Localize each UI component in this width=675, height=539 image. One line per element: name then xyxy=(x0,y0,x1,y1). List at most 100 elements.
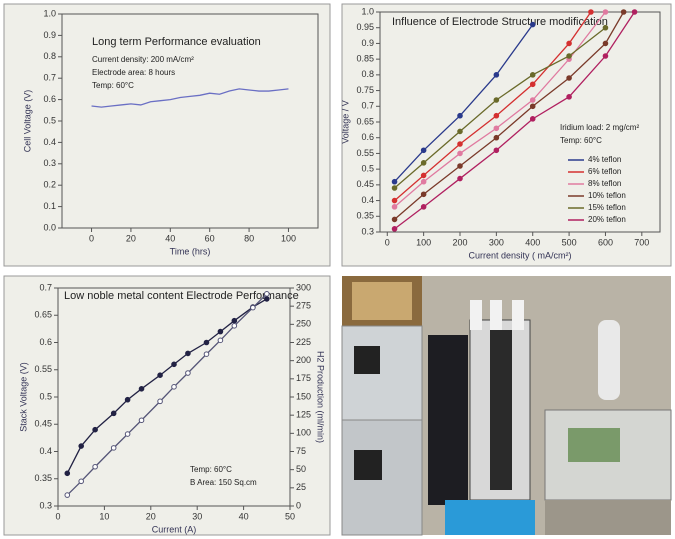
data-point xyxy=(602,9,609,15)
series-line xyxy=(394,11,625,220)
annotation: B Area: 150 Sq.cm xyxy=(190,478,257,487)
data-point xyxy=(529,116,536,122)
y-tick-label: 0.4 xyxy=(39,446,52,456)
x-tick-label: 80 xyxy=(244,233,254,243)
data-point xyxy=(457,141,463,147)
y-tick-label: 0.6 xyxy=(39,337,52,347)
display xyxy=(354,346,380,374)
title: Long term Performance evaluation xyxy=(92,36,261,48)
y-tick-label: 0.4 xyxy=(43,137,56,147)
x-tick-label: 200 xyxy=(452,237,467,247)
data-point xyxy=(64,470,71,477)
data-point xyxy=(457,128,463,135)
y-tick-label: 0.7 xyxy=(43,73,56,83)
y2-tick-label: 50 xyxy=(296,464,306,474)
data-point xyxy=(602,24,609,31)
annotation: Iridium load: 2 mg/cm² xyxy=(560,123,639,132)
x-tick-label: 50 xyxy=(285,511,295,521)
data-point xyxy=(391,216,398,223)
x-tick-label: 100 xyxy=(281,233,296,243)
data-point xyxy=(124,431,131,437)
data-point xyxy=(529,97,536,103)
x-tick-label: 20 xyxy=(146,511,156,521)
y-tick-label: 0.8 xyxy=(43,51,56,61)
annotation: Electrode area: 8 hours xyxy=(92,68,175,77)
y-axis-label: Voltage / V xyxy=(340,100,350,144)
x-tick-label: 400 xyxy=(525,237,540,247)
y2-tick-label: 225 xyxy=(296,337,311,347)
series-line xyxy=(394,11,636,230)
display xyxy=(354,450,382,480)
legend-label: 4% teflon xyxy=(588,155,621,164)
data-point xyxy=(566,53,572,59)
data-point xyxy=(78,478,84,485)
data-point xyxy=(457,150,463,157)
data-point xyxy=(457,175,463,182)
x-tick-label: 500 xyxy=(562,237,577,247)
legend-label: 15% teflon xyxy=(588,203,626,212)
y-tick-label: 0.3 xyxy=(361,226,374,236)
y-tick-label: 0.45 xyxy=(356,179,374,189)
panel xyxy=(3,3,331,267)
y2-tick-label: 0 xyxy=(296,500,301,510)
data-point xyxy=(420,204,427,210)
legend-label: 20% teflon xyxy=(588,215,626,224)
data-point xyxy=(391,197,398,204)
y2-tick-label: 25 xyxy=(296,482,306,492)
y-tick-label: 0.9 xyxy=(361,38,374,48)
data-point xyxy=(631,9,638,15)
y2-tick-label: 100 xyxy=(296,428,311,438)
y2-tick-label: 250 xyxy=(296,319,311,329)
y-tick-label: 0.6 xyxy=(43,94,56,104)
data-point xyxy=(171,384,177,390)
annotation: Temp: 60°C xyxy=(190,465,232,474)
y2-tick-label: 300 xyxy=(296,282,311,292)
x-tick-label: 0 xyxy=(55,511,60,521)
data-point xyxy=(602,40,609,47)
data-point xyxy=(203,339,210,346)
data-point xyxy=(420,172,427,179)
x-tick-label: 0 xyxy=(89,233,94,243)
data-point xyxy=(529,21,536,28)
data-point xyxy=(493,72,500,78)
meter-screen xyxy=(568,428,620,462)
data-point xyxy=(566,40,572,47)
data-point xyxy=(110,410,117,417)
data-point xyxy=(231,322,238,329)
y2-tick-label: 75 xyxy=(296,446,306,456)
y-tick-label: 0.85 xyxy=(356,54,374,64)
y2-tick-label: 275 xyxy=(296,301,311,311)
data-point xyxy=(391,226,398,232)
electrolyser-plate xyxy=(490,330,512,490)
y-tick-label: 0.95 xyxy=(356,22,374,32)
data-point xyxy=(92,426,98,433)
x-tick-label: 700 xyxy=(634,237,649,247)
panel xyxy=(341,3,672,267)
annotation: Temp: 60°C xyxy=(560,136,602,145)
panel xyxy=(3,275,331,536)
y-axis-label: Cell Voltage (V) xyxy=(22,90,32,153)
bottle xyxy=(490,300,502,330)
legend-label: 6% teflon xyxy=(588,167,621,176)
data-point xyxy=(203,351,210,357)
data-point xyxy=(138,417,145,424)
data-point xyxy=(138,386,145,392)
y-tick-label: 0.9 xyxy=(43,30,56,40)
title: Low noble metal content Electrode Perfor… xyxy=(64,290,299,302)
data-point xyxy=(171,361,177,368)
data-point xyxy=(420,191,427,198)
bench xyxy=(545,500,671,535)
series-line xyxy=(66,293,268,496)
y-tick-label: 0.55 xyxy=(34,364,52,374)
x-tick-label: 40 xyxy=(165,233,175,243)
x-axis-label: Time (hrs) xyxy=(170,246,211,256)
series-line xyxy=(91,88,289,108)
data-point xyxy=(566,75,572,81)
series-line xyxy=(66,298,268,474)
data-point xyxy=(457,112,463,119)
data-point xyxy=(457,163,463,169)
data-point xyxy=(493,147,500,154)
x-tick-label: 40 xyxy=(239,511,249,521)
